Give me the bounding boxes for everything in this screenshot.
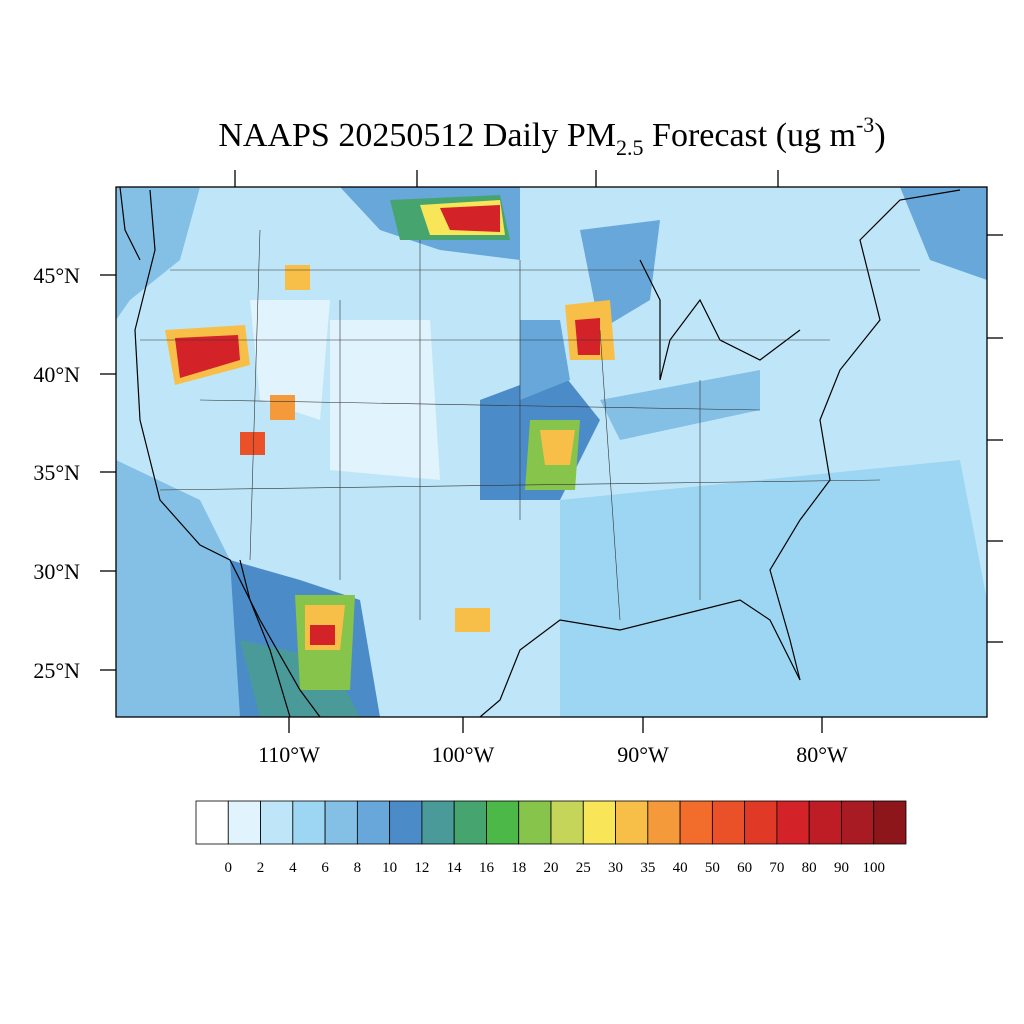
colorbar-box (356, 800, 391, 845)
colorbar-label: 50 (705, 860, 720, 876)
colorbar-box (292, 800, 326, 845)
lon-label: 80°W (796, 742, 848, 767)
lat-label: 25°N (33, 658, 80, 683)
colorbar-box (389, 800, 423, 845)
colorbar-label: 6 (321, 860, 329, 876)
title-rest: Forecast (ug m (644, 117, 856, 154)
colorbar-box (841, 800, 875, 845)
title-sup: -3 (856, 112, 874, 137)
lat-label: 40°N (33, 362, 80, 387)
colorbar-box (873, 800, 907, 845)
map-field (116, 187, 987, 717)
colorbar-box (227, 800, 261, 845)
colorbar-box (711, 800, 746, 845)
colorbar-label: 0 (225, 860, 233, 876)
colorbar-box (324, 800, 358, 845)
colorbar-label: 4 (289, 860, 297, 876)
colorbar-label: 2 (257, 860, 265, 876)
colorbar-label: 40 (673, 860, 688, 876)
colorbar-label: 18 (511, 860, 526, 876)
colorbar-box (195, 800, 229, 845)
colorbar-box (453, 800, 487, 845)
colorbar-label: 30 (608, 860, 623, 876)
colorbar-box (582, 800, 616, 845)
colorbar-label: 8 (354, 860, 362, 876)
lat-label: 35°N (33, 460, 80, 485)
colorbar-label: 60 (737, 860, 752, 876)
colorbar-box (518, 800, 552, 845)
colorbar-box (647, 800, 681, 845)
colorbar-box (550, 800, 584, 845)
colorbar-box (679, 800, 713, 845)
colorbar-label: 14 (447, 860, 463, 876)
colorbar-label: 80 (802, 860, 817, 876)
colorbar-label: 16 (479, 860, 495, 876)
map-frame (115, 186, 988, 718)
lon-label: 90°W (617, 742, 669, 767)
colorbar-label: 25 (576, 860, 591, 876)
colorbar-box (260, 800, 294, 845)
colorbar-box (421, 800, 455, 845)
frame-ticks (100, 170, 1003, 733)
colorbar-box (744, 800, 778, 845)
colorbar-label: 10 (382, 860, 397, 876)
colorbar-label: 20 (544, 860, 559, 876)
title-sub: 2.5 (616, 135, 644, 160)
lon-label: 110°W (258, 742, 320, 767)
colorbar-label: 90 (834, 860, 849, 876)
colorbar-box (615, 800, 649, 845)
title-end: ) (874, 117, 885, 154)
colorbar-label: 12 (414, 860, 429, 876)
title: NAAPS 20250512 Daily PM2.5 Forecast (ug … (218, 112, 885, 160)
colorbar-label: 35 (640, 860, 655, 876)
colorbar-label: 100 (862, 860, 885, 876)
lon-label: 100°W (432, 742, 495, 767)
colorbar-box (808, 800, 842, 845)
title-main: NAAPS 20250512 Daily PM (218, 117, 616, 154)
colorbar-box (486, 800, 520, 845)
lat-label: 45°N (33, 263, 80, 288)
colorbar-box (776, 800, 810, 845)
colorbar-label: 70 (769, 860, 784, 876)
lat-label: 30°N (33, 559, 80, 584)
